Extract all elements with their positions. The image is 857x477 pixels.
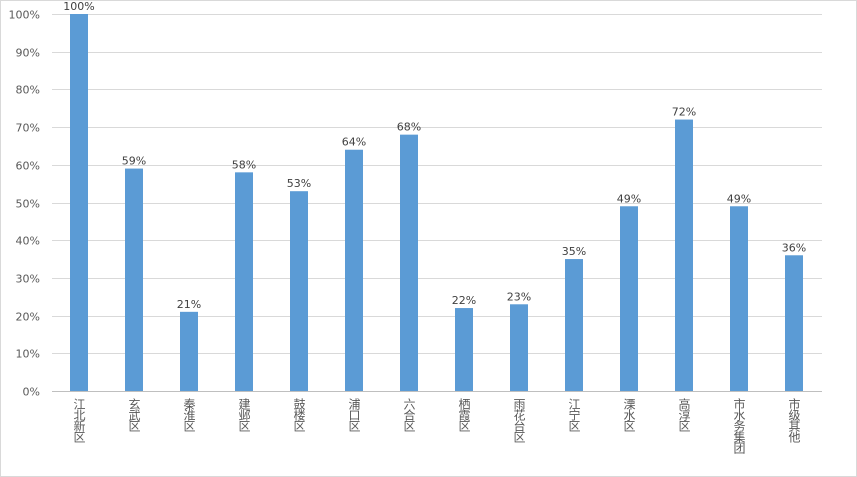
y-tick-label: 100% (9, 9, 40, 22)
x-tick-label: 浦口区 (347, 398, 361, 431)
data-label: 64% (342, 136, 366, 149)
x-tick-label: 六合区 (402, 398, 416, 431)
x-tick-label: 栖霞区 (457, 398, 471, 431)
data-label: 35% (562, 245, 586, 258)
y-tick-label: 40% (16, 235, 40, 248)
x-tick-label: 建邺区 (237, 398, 251, 431)
x-tick-label: 溧水区 (622, 398, 636, 431)
bar (235, 172, 253, 391)
bar (180, 311, 198, 391)
data-label: 53% (287, 177, 311, 190)
y-tick-label: 30% (16, 273, 40, 286)
bar (345, 149, 363, 391)
x-tick-label: 市级其他 (787, 398, 801, 442)
x-tick-label: 江北新区 (72, 398, 86, 442)
x-tick-label: 鼓楼区 (292, 398, 306, 431)
data-label: 100% (63, 0, 94, 13)
data-label: 58% (232, 158, 256, 171)
bar (620, 206, 638, 391)
x-tick-label: 玄武区 (127, 398, 141, 431)
bar (400, 134, 418, 391)
y-tick-label: 0% (23, 386, 40, 399)
bar (290, 191, 308, 391)
bar (455, 308, 473, 391)
y-tick-label: 70% (16, 122, 40, 135)
data-label: 59% (122, 155, 146, 168)
x-tick-label: 秦淮区 (182, 398, 196, 431)
y-tick-label: 60% (16, 160, 40, 173)
bar (675, 119, 693, 391)
data-label: 49% (727, 192, 751, 205)
bar (785, 255, 803, 391)
data-label: 23% (507, 290, 531, 303)
bar (70, 14, 88, 391)
bar (565, 259, 583, 391)
y-tick-label: 90% (16, 47, 40, 60)
y-tick-label: 10% (16, 348, 40, 361)
y-tick-label: 80% (16, 84, 40, 97)
y-tick-label: 20% (16, 311, 40, 324)
bar (730, 206, 748, 391)
data-label: 68% (397, 121, 421, 134)
data-label: 72% (672, 106, 696, 119)
bar (510, 304, 528, 391)
data-label: 21% (177, 298, 201, 311)
data-label: 36% (782, 241, 806, 254)
x-tick-label: 市水务集团 (732, 398, 746, 453)
data-label: 49% (617, 192, 641, 205)
x-tick-label: 高淳区 (677, 398, 691, 431)
data-label: 22% (452, 294, 476, 307)
bar (125, 168, 143, 391)
y-tick-label: 50% (16, 198, 40, 211)
x-tick-label: 江宁区 (567, 398, 581, 431)
x-tick-label: 雨花台区 (512, 398, 526, 442)
